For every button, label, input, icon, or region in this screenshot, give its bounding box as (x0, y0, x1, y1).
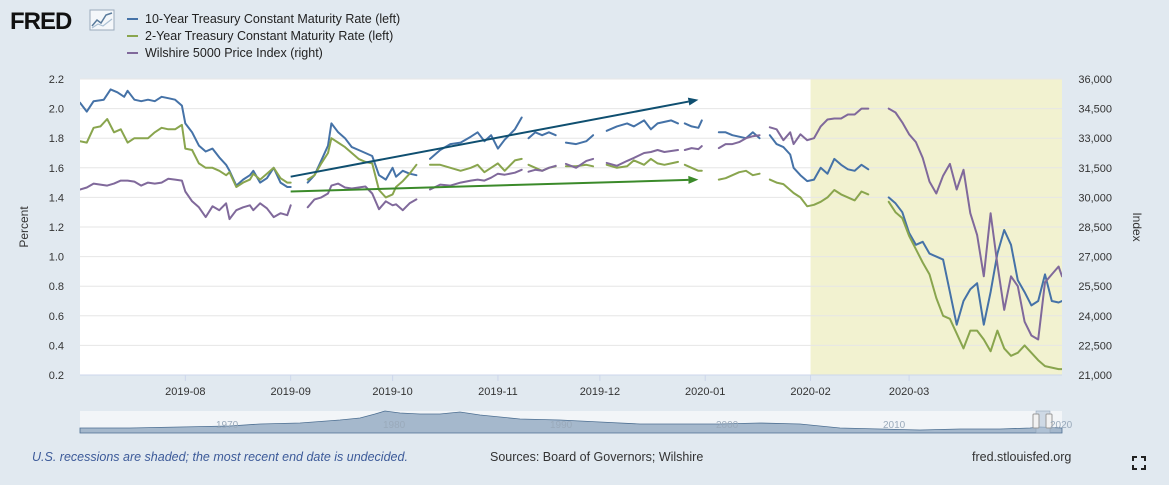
fred-logo-text: FRED (10, 8, 72, 34)
series-2y-segment-6 (683, 163, 703, 172)
trend-arrow-0-shaft (290, 100, 689, 178)
series-wilshire-segment-2 (429, 168, 523, 191)
legend-label-10y: 10-Year Treasury Constant Maturity Rate … (145, 11, 401, 26)
right-tick-label-9: 34,500 (1078, 104, 1112, 116)
series-wilshire-segment-4 (564, 157, 595, 169)
navigator-label-2020: 2020 (1050, 420, 1073, 431)
sources-text: Sources: Board of Governors; Wilshire (490, 450, 704, 464)
x-tick-label-4: 2019-12 (580, 386, 620, 398)
x-tick-label-1: 2019-09 (270, 386, 310, 398)
series-2y-segment-9 (887, 200, 1062, 371)
series-10y-segment-3 (527, 131, 557, 140)
series-10y-segment-9 (887, 196, 1062, 326)
navigator-history-area (79, 410, 1063, 434)
legend-item-wilshire[interactable]: Wilshire 5000 Price Index (right) (127, 44, 400, 61)
right-axis-title: Index (1130, 212, 1144, 241)
legend-label-wilshire: Wilshire 5000 Price Index (right) (145, 45, 323, 60)
right-tick-label-0: 21,000 (1078, 370, 1112, 382)
trend-arrow-1-shaft (290, 178, 689, 193)
series-10y-segment-8 (768, 134, 870, 183)
right-tick-label-7: 31,500 (1078, 163, 1112, 175)
series-wilshire-segment-5 (605, 149, 679, 167)
fred-chart-icon (89, 9, 115, 31)
series-layer (80, 88, 1062, 371)
left-tick-label-7: 1.6 (49, 163, 64, 175)
left-tick-label-0: 0.2 (49, 370, 64, 382)
right-tick-label-6: 30,000 (1078, 192, 1112, 204)
x-tick-label-0: 2019-08 (165, 386, 205, 398)
navigator-label-2000: 2000 (716, 420, 739, 431)
navigator-label-1990: 1990 (550, 420, 573, 431)
fred-logo[interactable]: FRED (10, 6, 120, 34)
series-wilshire-segment-7 (717, 134, 761, 150)
left-axis-ticks: 0.2 0.4 0.6 0.8 1.0 1.2 1.4 1.6 1.8 2.0 2.2 (49, 74, 64, 382)
navigator-label-1980: 1980 (383, 420, 406, 431)
series-2y-segment-2 (429, 157, 523, 174)
x-tick-label-6: 2020-02 (790, 386, 830, 398)
left-tick-label-10: 2.2 (49, 74, 64, 86)
right-tick-label-1: 22,500 (1078, 340, 1112, 352)
left-tick-label-8: 1.8 (49, 133, 64, 145)
series-2y-segment-8 (768, 178, 870, 208)
legend-item-2y[interactable]: 2-Year Treasury Constant Maturity Rate (… (127, 27, 400, 44)
right-axis-ticks: 21,000 22,500 24,000 25,500 27,000 28,500 30,0… (1078, 74, 1112, 382)
x-tick-label-5: 2020-01 (685, 386, 725, 398)
legend-item-10y[interactable]: 10-Year Treasury Constant Maturity Rate … (127, 10, 400, 27)
x-tick-label-3: 2019-11 (478, 386, 518, 398)
series-wilshire-segment-9 (887, 107, 1062, 341)
x-axis-ticks: 2019-08 2019-09 2019-10 2019-11 2019-12 2020-… (165, 375, 929, 398)
series-wilshire-segment-1 (306, 182, 418, 212)
left-tick-label-9: 2.0 (49, 104, 64, 116)
fullscreen-icon[interactable] (1132, 456, 1146, 470)
series-wilshire-segment-0 (80, 177, 292, 221)
navigator-right-handle[interactable] (1045, 413, 1053, 429)
series-wilshire-segment-6 (683, 145, 703, 151)
right-tick-label-5: 28,500 (1078, 222, 1112, 234)
right-tick-label-10: 36,000 (1078, 74, 1112, 86)
legend-swatch-10y (127, 17, 138, 20)
series-10y-segment-5 (605, 119, 679, 132)
series-10y-segment-7 (717, 131, 761, 140)
series-2y-segment-1 (306, 137, 418, 199)
right-tick-label-4: 27,000 (1078, 252, 1112, 264)
x-tick-label-2: 2019-10 (372, 386, 412, 398)
series-wilshire (80, 107, 1062, 341)
trend-arrow-1-head (688, 175, 699, 184)
chart-legend: 10-Year Treasury Constant Maturity Rate … (127, 10, 400, 61)
series-10y-segment-4 (564, 134, 595, 146)
series-10y-segment-1 (306, 122, 418, 184)
navigator-label-2010: 2010 (883, 420, 906, 431)
legend-swatch-wilshire (127, 51, 138, 54)
series-2y-segment-0 (80, 118, 292, 188)
legend-label-2y: 2-Year Treasury Constant Maturity Rate (… (145, 28, 394, 43)
site-link[interactable]: fred.stlouisfed.org (972, 450, 1072, 464)
annotation-layer (290, 97, 699, 193)
series-10y (80, 88, 1062, 326)
left-tick-label-2: 0.6 (49, 311, 64, 323)
right-tick-label-2: 24,000 (1078, 311, 1112, 323)
right-tick-label-8: 33,000 (1078, 133, 1112, 145)
left-tick-label-3: 0.8 (49, 281, 64, 293)
navigator-left-handle[interactable] (1032, 413, 1040, 429)
left-tick-label-5: 1.2 (49, 222, 64, 234)
series-2y-segment-7 (717, 169, 761, 181)
recession-note: U.S. recessions are shaded; the most rec… (32, 450, 408, 464)
right-tick-label-3: 25,500 (1078, 281, 1112, 293)
left-tick-label-6: 1.4 (49, 192, 64, 204)
series-wilshire-segment-3 (527, 164, 557, 173)
series-10y-segment-2 (429, 116, 523, 160)
chart-svg: 2019-08 2019-09 2019-10 2019-11 2019-12 2020-… (17, 74, 1144, 434)
x-tick-label-7: 2020-03 (889, 386, 929, 398)
navigator-label-1970: 1970 (216, 420, 239, 431)
navigator[interactable]: 1970 1980 1990 2000 2010 2020 (79, 410, 1073, 434)
series-2y-segment-5 (605, 157, 679, 169)
left-axis-title: Percent (17, 206, 31, 248)
series-wilshire-segment-8 (768, 107, 870, 146)
trend-arrow-0-head (687, 97, 699, 106)
legend-swatch-2y (127, 34, 138, 37)
left-tick-label-1: 0.4 (49, 340, 64, 352)
left-tick-label-4: 1.0 (49, 252, 64, 264)
series-10y-segment-6 (683, 119, 703, 129)
